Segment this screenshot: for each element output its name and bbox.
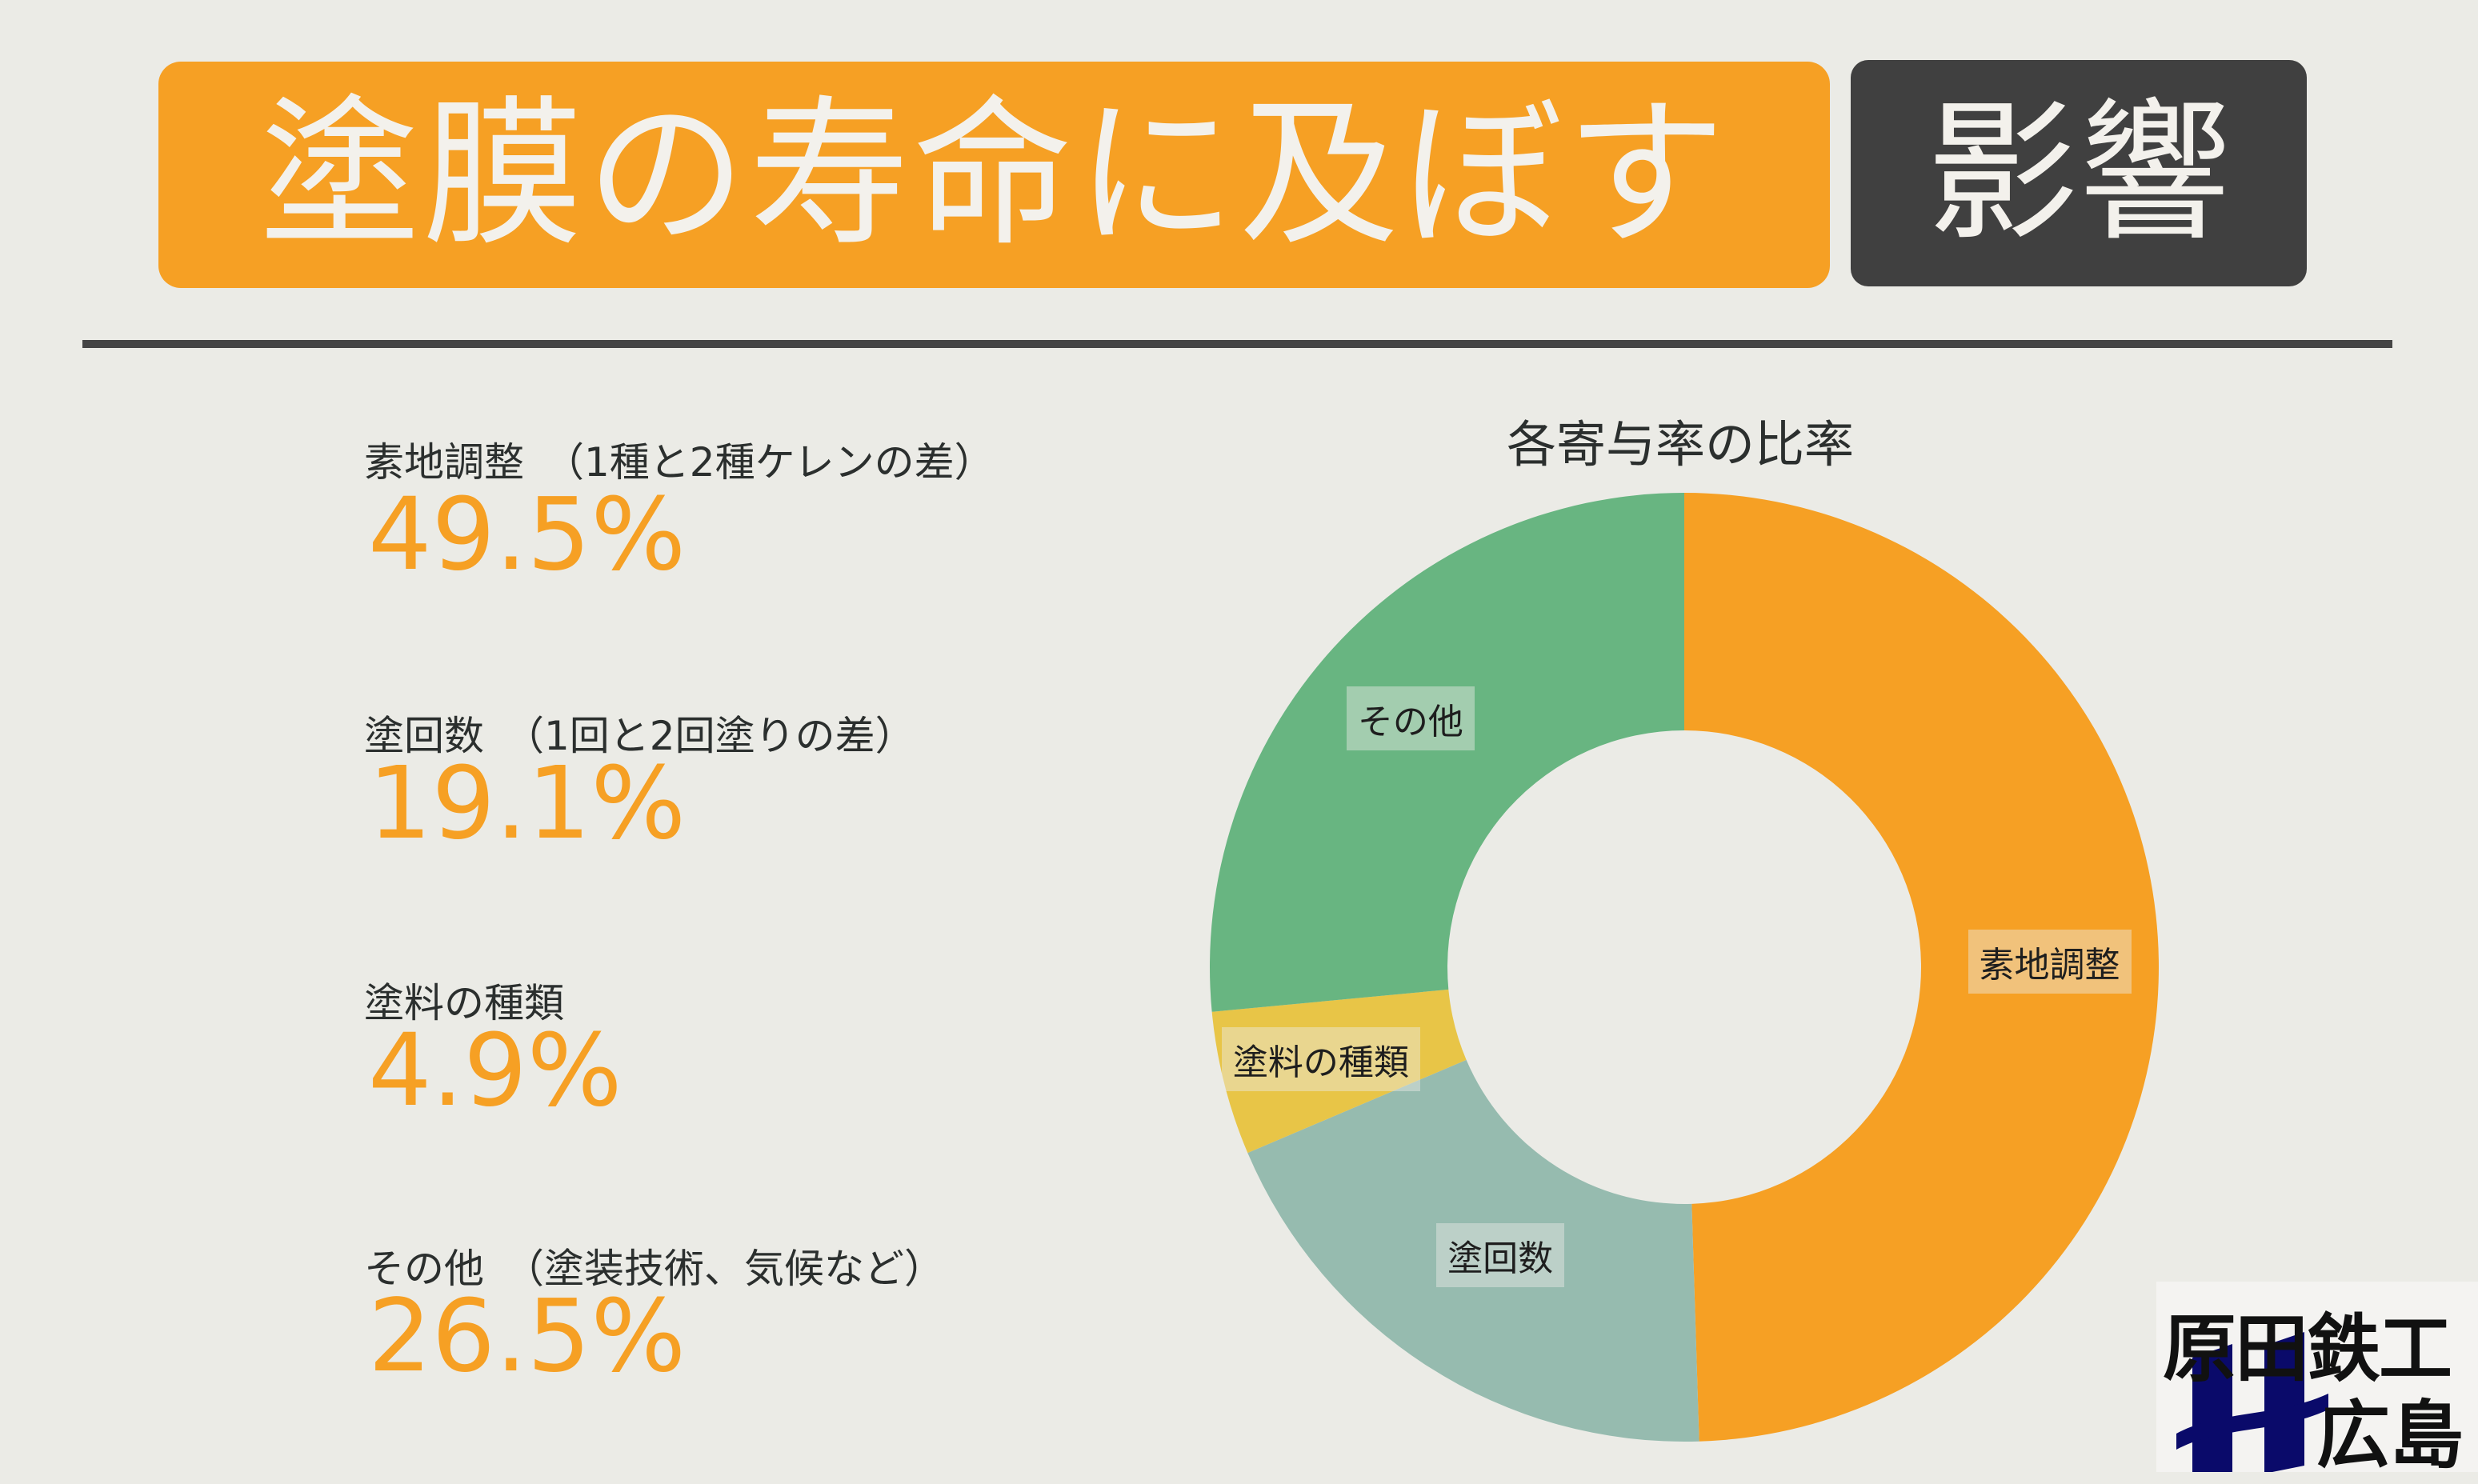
page-title-highlight: 影響 xyxy=(1926,84,2231,262)
item-value: 4.9% xyxy=(368,1013,623,1129)
item-label: その他 （塗装技術、気候など） xyxy=(364,1246,944,1292)
donut-slice xyxy=(1210,493,1684,1012)
item-value: 49.5% xyxy=(368,477,687,593)
slice-label: 素地調整 xyxy=(1968,929,2132,994)
company-logo: 原田鉄工 広島 xyxy=(2156,1282,2478,1478)
item-value: 26.5% xyxy=(368,1278,687,1394)
donut-slice xyxy=(1211,989,1467,1154)
donut-slice xyxy=(1247,1059,1699,1442)
slice-label: 塗料の種類 xyxy=(1221,1027,1420,1092)
logo-text-line1: 原田鉄工 xyxy=(2163,1306,2452,1392)
item-value: 19.1% xyxy=(368,746,687,862)
title-banner: 塗膜の寿命に及ぼす xyxy=(158,62,1830,288)
slice-label: 塗回数 xyxy=(1436,1222,1565,1287)
divider xyxy=(82,340,2392,348)
page-title: 塗膜の寿命に及ぼす xyxy=(259,81,1729,268)
logo-h-mark xyxy=(2176,1332,2328,1472)
item-label: 塗回数 （1回と2回塗りの差） xyxy=(364,713,915,759)
item-label: 塗料の種類 xyxy=(364,980,564,1026)
chart-title: 各寄与率の比率 xyxy=(1506,415,1854,474)
donut-slice xyxy=(1684,493,2159,1442)
logo-text-line2: 広島 xyxy=(2316,1393,2464,1478)
item-label: 素地調整 （1種と2種ケレンの差） xyxy=(364,439,995,486)
slice-label: その他 xyxy=(1346,686,1475,750)
title-highlight-box: 影響 xyxy=(1851,60,2307,286)
